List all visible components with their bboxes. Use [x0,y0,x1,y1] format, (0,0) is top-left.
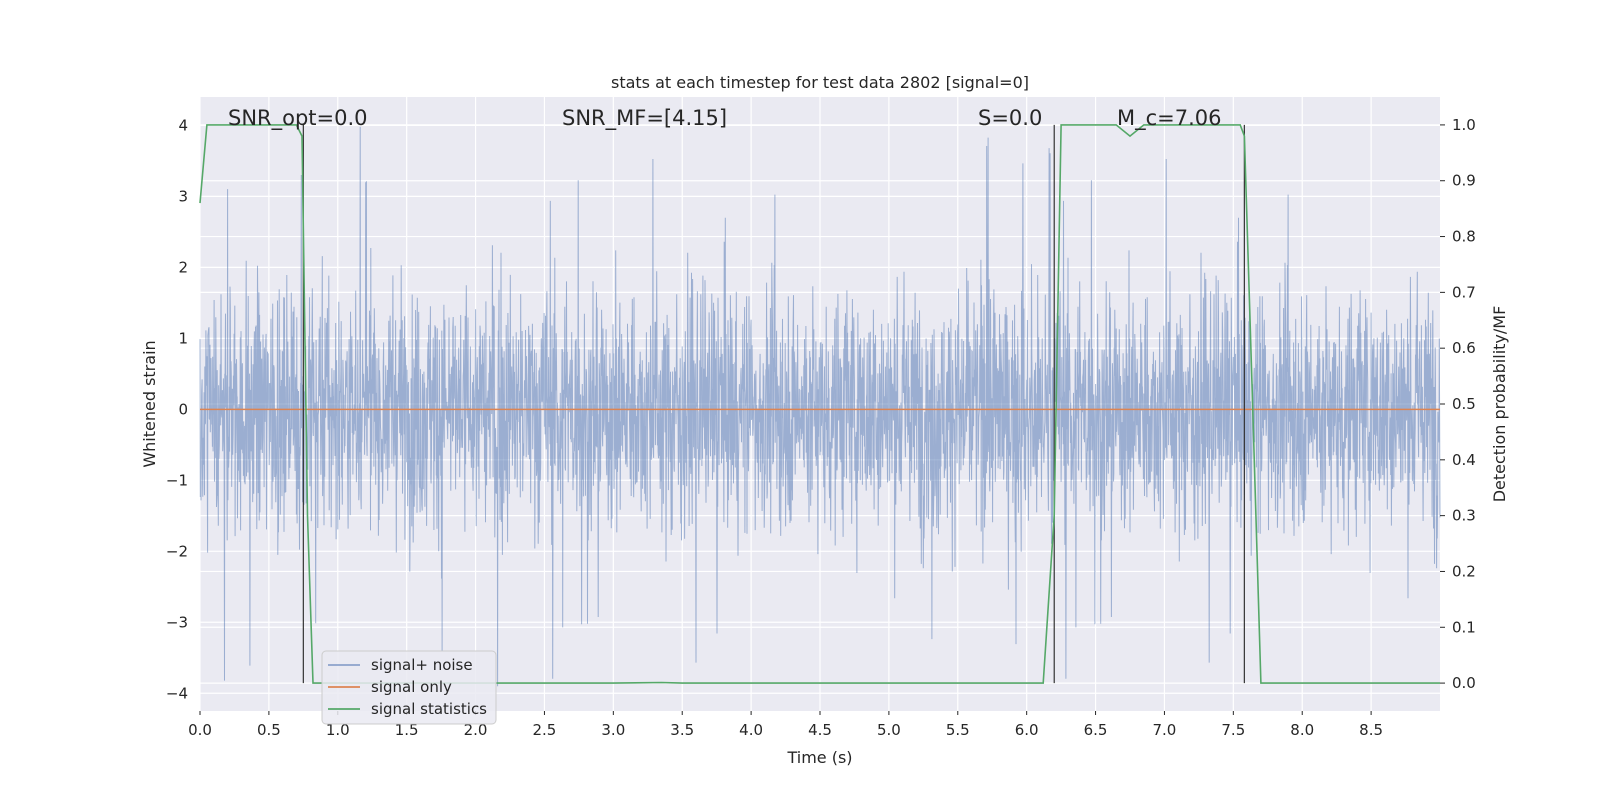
y-tick-label-right: 0.8 [1452,228,1476,246]
y-tick-label-left: 0 [178,400,188,418]
y-tick-label-right: 0.9 [1452,172,1476,190]
y-tick-label-left: −4 [166,684,188,702]
y-tick-label-right: 1.0 [1452,116,1476,134]
chart-overlay: 0.0 0.5 1.0 1.5 2.0 2.5 3.0 3.5 4.0 4.5 5.0 5.5 6.0 6… [140,73,1509,767]
x-tick-label: 6.0 [1015,721,1039,739]
y-tick-label-left: 1 [178,329,188,347]
legend-box [321,650,497,725]
y-tick-label-right: 0.1 [1452,618,1476,636]
y-tick-label-left: −3 [166,613,188,631]
annotation-s: S=0.0 [978,106,1042,130]
x-tick-label: 1.0 [326,721,350,739]
x-tick-label: 2.0 [464,721,488,739]
x-tick-label: 1.5 [395,721,419,739]
x-tick-label: 0.0 [188,721,212,739]
y-axis-label-left: Whitened strain [140,340,159,467]
legend-label: signal+ noise [371,656,473,674]
y-tick-label-right: 0.4 [1452,451,1476,469]
y-tick-label-right: 0.3 [1452,507,1476,525]
annotation-mc: M_c=7.06 [1117,106,1222,131]
x-axis-label: Time (s) [786,748,852,767]
series-signal-noise-line [199,126,1441,687]
y-tick-label-left: 2 [178,258,188,276]
annotation-snr_opt: SNR_opt=0.0 [228,106,368,131]
x-tick-label: 8.5 [1359,721,1383,739]
legend-label: signal only [371,678,452,696]
x-tick-label: 3.0 [601,721,625,739]
y-tick-label-left: −2 [166,542,188,560]
x-tick-label: 2.5 [533,721,557,739]
chart-title: stats at each timestep for test data 280… [611,73,1029,92]
legend-label: signal statistics [371,700,487,718]
series-signal-statistics-line [199,124,1440,684]
x-tick-label: 3.5 [670,721,694,739]
x-tick-label: 0.5 [257,721,281,739]
y-tick-label-right: 0.5 [1452,395,1476,413]
x-tick-label: 5.5 [946,721,970,739]
y-tick-label-right: 0.7 [1452,283,1476,301]
plot-area [199,97,1441,711]
x-tick-label: 8.0 [1290,721,1314,739]
y-tick-label-right: 0.2 [1452,562,1476,580]
annotation-snr_mf: SNR_MF=[4.15] [562,106,727,131]
x-tick-label: 7.5 [1221,721,1245,739]
x-tick-label: 6.5 [1084,721,1108,739]
x-tick-label: 4.0 [739,721,763,739]
y-axis-label-right: Detection probability/MF [1490,306,1509,503]
x-tick-label: 4.5 [808,721,832,739]
y-tick-label-left: 3 [178,187,188,205]
legend: signal+ noise signal only signal statistic… [321,650,497,725]
y-tick-label-left: −1 [166,471,188,489]
y-tick-label-left: 4 [178,116,188,134]
y-tick-label-right: 0.6 [1452,339,1476,357]
y-tick-label-right: 0.0 [1452,674,1476,692]
x-tick-label: 7.0 [1153,721,1177,739]
x-tick-label: 5.0 [877,721,901,739]
